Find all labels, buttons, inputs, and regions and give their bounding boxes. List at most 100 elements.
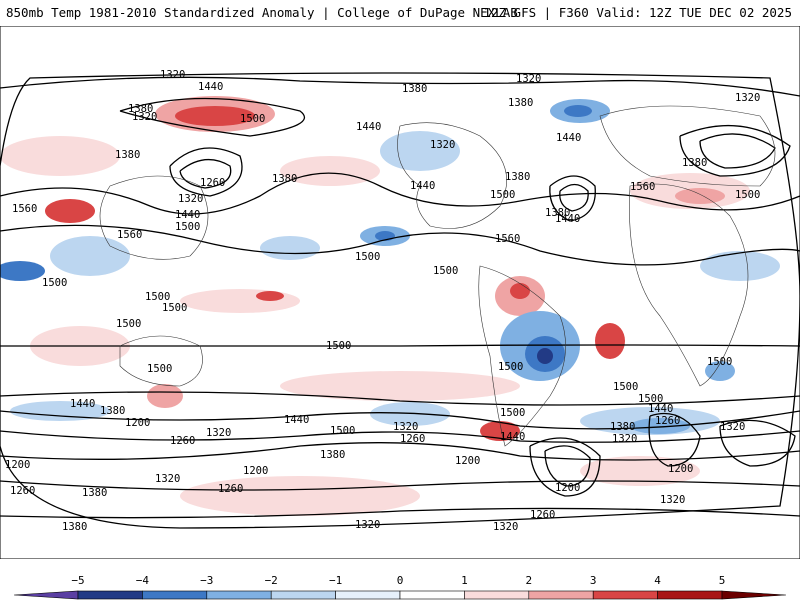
colorbar-tick-label: 0 bbox=[397, 574, 404, 587]
colorbar-segment bbox=[13, 590, 79, 600]
contour-label: 1560 bbox=[117, 229, 142, 241]
contour-label: 1380 bbox=[402, 83, 427, 95]
contour-label: 1200 bbox=[243, 465, 268, 477]
contour-label: 1440 bbox=[284, 414, 309, 426]
contour-label: 1560 bbox=[495, 233, 520, 245]
contour-label: 1380 bbox=[320, 449, 345, 461]
contour-label: 1500 bbox=[147, 363, 172, 375]
colorbar-segment bbox=[335, 590, 401, 600]
contour-label: 1500 bbox=[433, 265, 458, 277]
contour-label: 1200 bbox=[555, 482, 580, 494]
colorbar-tick-label: −4 bbox=[136, 574, 150, 587]
contour-label: 1380 bbox=[682, 157, 707, 169]
contour-label: 1440 bbox=[175, 209, 200, 221]
contour-label: 1500 bbox=[735, 189, 760, 201]
contour-label: 1380 bbox=[272, 173, 297, 185]
contour-label: 1440 bbox=[500, 431, 525, 443]
contour-label: 1320 bbox=[355, 519, 380, 531]
colorbar-segment bbox=[721, 590, 787, 600]
map-title: 850mb Temp 1981-2010 Standardized Anomal… bbox=[6, 5, 518, 20]
contour-label: 1440 bbox=[555, 213, 580, 225]
colorbar-segment bbox=[657, 590, 723, 600]
contour-label: 1320 bbox=[206, 427, 231, 439]
contour-label: 1500 bbox=[175, 221, 200, 233]
contour-label: 1440 bbox=[648, 403, 673, 415]
contour-label: 1260 bbox=[10, 485, 35, 497]
contour-label: 1260 bbox=[218, 483, 243, 495]
contour-label: 1500 bbox=[490, 189, 515, 201]
contour-label: 1200 bbox=[455, 455, 480, 467]
contour-label: 1320 bbox=[155, 473, 180, 485]
contour-label: 1320 bbox=[735, 92, 760, 104]
contour-label: 1500 bbox=[498, 361, 523, 373]
colorbar-tick-label: −1 bbox=[329, 574, 342, 587]
contour-label: 1380 bbox=[505, 171, 530, 183]
contour-label: 1320 bbox=[393, 421, 418, 433]
contour-label: 1320 bbox=[493, 521, 518, 533]
contour-label: 1500 bbox=[613, 381, 638, 393]
coastlines bbox=[99, 105, 776, 447]
contour-label: 1200 bbox=[5, 459, 30, 471]
contour-label: 1380 bbox=[115, 149, 140, 161]
contour-label: 1320 bbox=[430, 139, 455, 151]
contour-label: 1500 bbox=[145, 291, 170, 303]
colorbar-legend: −5 −4 −3 −2 −1 0 1 2 3 4 5 bbox=[0, 562, 800, 600]
contour-label: 1500 bbox=[42, 277, 67, 289]
colorbar-segment bbox=[206, 590, 272, 600]
contour-label: 1500 bbox=[330, 425, 355, 437]
colorbar-segment bbox=[592, 590, 658, 600]
model-valid-time: 12Z GFS | F360 Valid: 12Z TUE DEC 02 202… bbox=[483, 5, 792, 20]
colorbar-tick-label: 3 bbox=[590, 574, 597, 587]
contour-label: 1320 bbox=[178, 193, 203, 205]
contour-label: 1380 bbox=[128, 103, 153, 115]
contour-label: 1380 bbox=[100, 405, 125, 417]
contour-label: 1320 bbox=[516, 73, 541, 85]
colorbar-tick-label: 4 bbox=[654, 574, 661, 587]
colorbar-tick-label: −3 bbox=[200, 574, 213, 587]
height-contours bbox=[0, 72, 800, 529]
colorbar-segment bbox=[77, 590, 143, 600]
contour-label: 1200 bbox=[668, 463, 693, 475]
anomaly-map: 1320 1440 1380 1500 1320 1380 1320 1380 … bbox=[0, 25, 800, 560]
contour-label-group: 1320 1440 1380 1500 1320 1380 1320 1380 … bbox=[5, 69, 760, 533]
contour-label: 1260 bbox=[170, 435, 195, 447]
colorbar-segment bbox=[399, 590, 465, 600]
contour-label: 1500 bbox=[326, 340, 351, 352]
contour-label: 1560 bbox=[630, 181, 655, 193]
contour-label: 1440 bbox=[410, 180, 435, 192]
colorbar-segment bbox=[464, 590, 530, 600]
contour-label: 1500 bbox=[638, 393, 663, 405]
contour-label: 1500 bbox=[116, 318, 141, 330]
contour-label: 1260 bbox=[530, 509, 555, 521]
contour-label: 1500 bbox=[500, 407, 525, 419]
contour-label: 1500 bbox=[707, 356, 732, 368]
colorbar-segment bbox=[270, 590, 336, 600]
contour-label: 1320 bbox=[132, 111, 157, 123]
contour-label: 1380 bbox=[82, 487, 107, 499]
contour-label: 1260 bbox=[200, 177, 225, 189]
contour-label: 1320 bbox=[660, 494, 685, 506]
contour-label: 1260 bbox=[655, 415, 680, 427]
contour-label: 1320 bbox=[612, 433, 637, 445]
colorbar-tick-label: 5 bbox=[719, 574, 726, 587]
contour-label: 1500 bbox=[240, 113, 265, 125]
contour-label: 1320 bbox=[720, 421, 745, 433]
contour-label: 1380 bbox=[545, 207, 570, 219]
colorbar-tick-label: 2 bbox=[525, 574, 532, 587]
contour-label: 1200 bbox=[125, 417, 150, 429]
contour-label: 1260 bbox=[400, 433, 425, 445]
contour-label: 1500 bbox=[355, 251, 380, 263]
contour-label: 1380 bbox=[62, 521, 87, 533]
contour-label: 1440 bbox=[356, 121, 381, 133]
anomaly-shading bbox=[0, 73, 800, 528]
contour-label: 1440 bbox=[556, 132, 581, 144]
colorbar-segment bbox=[528, 590, 594, 600]
colorbar-segment bbox=[142, 590, 208, 600]
contour-label: 1320 bbox=[160, 69, 185, 81]
contour-label: 1560 bbox=[12, 203, 37, 215]
colorbar-tick-label: −5 bbox=[71, 574, 84, 587]
colorbar-tick-label: 1 bbox=[461, 574, 468, 587]
contour-label: 1440 bbox=[70, 398, 95, 410]
colorbar-tick-label: −2 bbox=[265, 574, 278, 587]
contour-label: 1380 bbox=[508, 97, 533, 109]
